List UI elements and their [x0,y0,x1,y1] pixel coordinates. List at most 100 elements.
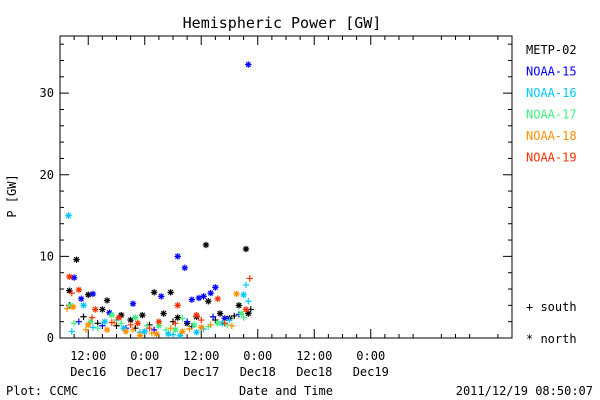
data-point-north [245,61,252,68]
y-tick-label: 30 [40,86,54,100]
data-point-south [246,275,253,282]
chart-title: Hemispheric Power [GW] [183,14,382,32]
data-point-south [226,316,233,324]
legend-entry: NOAA-19 [526,151,577,165]
data-point-north [242,245,250,253]
data-point-north [127,316,134,324]
data-points [63,61,254,339]
x-tick-label-time: 12:00 [70,349,106,363]
data-point-south [70,320,78,327]
data-point-south [183,318,191,325]
data-point-north [240,291,247,298]
data-point-north [69,303,77,311]
x-tick-label-date: Dec17 [183,365,219,379]
data-point-north [193,311,200,319]
data-point-north [207,289,214,297]
data-point-north [238,310,245,317]
data-point-north [80,302,87,309]
data-point-south [231,312,238,320]
data-point-north [160,310,167,317]
data-point-south [221,320,228,327]
axes: 0 10 20 30 12:00 Dec16 0:00 Dec17 12:00 Dec17 0:00… [40,36,512,379]
footer-credit: Plot: CCMC [6,384,78,398]
x-tick-label-time: 12:00 [296,349,332,363]
data-point-north [198,324,205,331]
data-point-south [80,313,87,320]
data-point-north [200,293,207,300]
data-point-south [108,319,115,326]
data-point-north [179,328,186,335]
y-tick-label: 20 [40,168,54,182]
data-point-south [242,281,250,289]
data-point-north [150,289,158,296]
data-point-north [214,295,221,303]
data-point-north [103,326,111,334]
data-point-north [174,314,181,321]
data-point-north [103,297,111,304]
data-point-north [85,291,92,298]
data-point-north [214,320,221,327]
data-point-north [132,314,139,321]
data-point-north [235,302,243,309]
data-point-north [122,328,130,335]
data-point-north [141,328,148,335]
marker-legend-south: + south [526,300,577,314]
data-point-north [67,302,74,309]
data-point-north [99,306,106,313]
data-point-south [82,326,90,334]
data-point-north [167,289,174,296]
data-point-north [134,320,141,327]
data-point-north [66,287,73,294]
data-point-north [73,256,80,263]
data-point-north [139,311,146,319]
y-tick-label: 10 [40,249,54,263]
x-tick-label-date: Dec19 [353,365,389,379]
data-point-north [136,332,144,339]
data-point-north [216,310,224,317]
data-point-south [212,316,219,324]
data-point-north [193,329,200,336]
x-tick-label-date: Dec17 [127,365,163,379]
data-point-north [158,293,165,300]
data-point-north [89,290,97,298]
x-tick-label-time: 0:00 [356,349,385,363]
data-point-south [129,326,137,334]
data-point-south [63,305,71,312]
legend-entry: NOAA-18 [526,129,577,143]
x-tick-label-time: 0:00 [243,349,272,363]
data-point-north [165,330,172,338]
data-point-south [245,298,252,305]
data-point-south [118,320,125,327]
x-tick-label-date: Dec18 [240,365,276,379]
data-point-north [70,274,78,281]
y-tick-label: 0 [47,331,54,345]
data-point-south [228,322,236,329]
data-point-north [212,284,219,291]
data-point-north [205,298,212,305]
legend: METP-02 NOAA-15 NOAA-16 NOAA-17 NOAA-18 NOAA-… [526,43,577,165]
marker-legend-north: * north [526,332,577,346]
data-point-north [188,296,196,303]
data-point-north [115,314,123,321]
data-point-south [207,321,214,329]
x-tick-label-date: Dec18 [296,365,332,379]
x-tick-label-date: Dec16 [70,365,106,379]
legend-entry: NOAA-15 [526,65,577,79]
data-point-north [66,273,73,280]
data-point-south [186,325,193,333]
data-point-north [176,332,184,339]
data-point-north [195,294,203,302]
data-point-north [202,241,210,249]
data-point-north [85,321,92,329]
data-point-north [87,318,94,325]
data-point-north [92,306,99,313]
x-tick-label-time: 12:00 [183,349,219,363]
data-point-south [68,289,75,297]
data-point-south [89,324,97,331]
data-point-north [172,326,179,334]
data-point-north [174,302,181,309]
data-point-south [179,315,186,322]
data-point-south [169,331,177,338]
legend-entry: NOAA-17 [526,108,577,122]
